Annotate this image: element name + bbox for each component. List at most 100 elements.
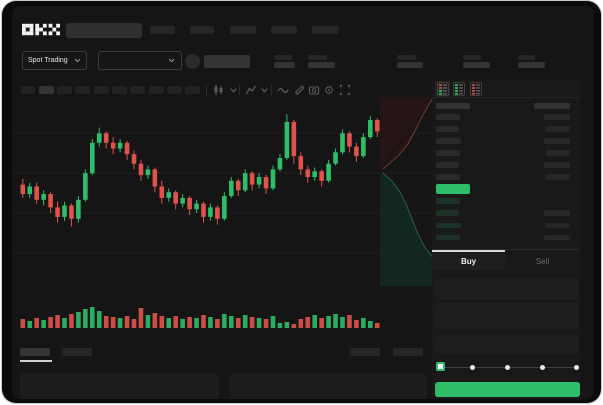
volume-bar xyxy=(249,317,255,328)
pair-avatar[interactable] xyxy=(185,54,200,69)
timeframe-button[interactable] xyxy=(21,86,35,94)
timeframe-button[interactable] xyxy=(94,86,109,94)
nav-item-placeholder[interactable] xyxy=(190,26,214,34)
candle-body xyxy=(76,199,81,219)
timeframe-button[interactable] xyxy=(167,86,182,94)
candle-body xyxy=(256,177,262,185)
volume-bar xyxy=(194,318,199,328)
bottom-tab-active[interactable] xyxy=(20,348,50,356)
bottom-tab-underline xyxy=(20,360,52,362)
ticker-stat-label xyxy=(308,55,327,60)
chevron-down-icon[interactable] xyxy=(229,83,238,97)
volume-bar xyxy=(62,318,67,328)
volume-bar xyxy=(27,321,33,328)
volume-bar xyxy=(201,315,206,328)
slider-step-dot[interactable] xyxy=(540,364,545,370)
settings-icon[interactable] xyxy=(323,83,335,97)
volume-bar xyxy=(20,319,26,328)
buy-submit-button[interactable] xyxy=(435,382,580,397)
book-combined-icon[interactable] xyxy=(436,82,449,96)
line-type-icon[interactable] xyxy=(277,83,289,97)
chevron-down-icon[interactable] xyxy=(260,83,269,97)
panel-divider xyxy=(432,97,580,98)
candle-body xyxy=(173,192,178,204)
timeframe-button[interactable] xyxy=(57,86,72,94)
amount-slider-handle[interactable] xyxy=(436,362,445,371)
volume-bar xyxy=(131,319,137,328)
bottom-link-placeholder[interactable] xyxy=(350,348,380,356)
candle-body xyxy=(131,154,137,164)
volume-bar xyxy=(374,323,380,328)
search-input[interactable] xyxy=(66,23,142,38)
ticker-stat-value xyxy=(397,62,423,68)
book-row-price xyxy=(436,210,459,216)
candles-icon[interactable] xyxy=(212,83,224,97)
nav-item-placeholder[interactable] xyxy=(271,26,297,34)
nav-item-placeholder[interactable] xyxy=(312,26,339,34)
book-asks-icon[interactable] xyxy=(469,82,482,96)
active-tab-indicator xyxy=(432,249,505,252)
bottom-link-placeholder[interactable] xyxy=(393,348,423,356)
last-price-bar xyxy=(436,184,470,194)
candle-body xyxy=(103,133,109,143)
bottom-tab[interactable] xyxy=(62,348,92,356)
volume-bar xyxy=(180,319,185,328)
timeframe-button[interactable] xyxy=(112,86,127,94)
camera-icon[interactable] xyxy=(308,83,320,97)
book-row-amount xyxy=(545,222,570,229)
timeframe-button[interactable] xyxy=(185,86,200,94)
volume-bar xyxy=(319,318,324,328)
tab-sell[interactable]: Sell xyxy=(535,257,550,266)
pair-selector-dropdown[interactable] xyxy=(98,51,182,70)
volume-bar xyxy=(110,317,116,328)
order-amount-input[interactable] xyxy=(435,303,579,330)
candle-body xyxy=(368,120,373,138)
candle-body xyxy=(319,171,324,181)
book-header-amount xyxy=(534,103,570,109)
book-row-price xyxy=(436,234,460,241)
candle-body xyxy=(110,142,116,149)
volume-bar xyxy=(340,317,345,328)
volume-bar xyxy=(354,320,359,328)
slider-step-dot[interactable] xyxy=(574,364,579,370)
candle-body xyxy=(222,196,227,219)
fullscreen-icon[interactable] xyxy=(339,83,351,97)
candle-body xyxy=(138,163,144,176)
toolbar-divider xyxy=(239,85,240,95)
nav-item-placeholder[interactable] xyxy=(230,26,256,34)
book-row-amount xyxy=(544,234,570,241)
ticker-stat-value xyxy=(308,62,335,68)
candle-body xyxy=(62,205,67,217)
book-row-price xyxy=(436,114,460,120)
slider-step-dot[interactable] xyxy=(505,364,510,370)
depth-bid-area xyxy=(380,173,434,286)
timeframe-button-active[interactable] xyxy=(39,86,54,94)
candle-body xyxy=(90,142,95,174)
depth-ask-area xyxy=(380,97,434,169)
volume-bar xyxy=(124,316,130,328)
toolbar-divider xyxy=(271,85,272,95)
volume-bar xyxy=(103,316,109,328)
volume-bar xyxy=(145,315,151,328)
volume-bar xyxy=(305,317,311,328)
candle-body xyxy=(291,121,297,157)
candlestick-chart[interactable] xyxy=(12,95,434,335)
volume-bar xyxy=(159,316,165,328)
book-bids-icon[interactable] xyxy=(453,82,465,96)
candle-body xyxy=(235,180,241,191)
candle-body xyxy=(312,171,317,177)
slider-step-dot[interactable] xyxy=(470,364,475,370)
timeframe-button[interactable] xyxy=(75,86,90,94)
draw-icon[interactable] xyxy=(293,83,305,97)
volume-bar xyxy=(263,319,269,328)
market-type-dropdown[interactable]: Spot Trading xyxy=(22,51,87,70)
order-price-input[interactable] xyxy=(435,278,579,299)
tab-buy[interactable]: Buy xyxy=(460,257,477,266)
indicator-icon[interactable] xyxy=(245,83,257,97)
timeframe-button[interactable] xyxy=(130,86,145,94)
nav-item-placeholder[interactable] xyxy=(150,26,175,34)
order-total-input[interactable] xyxy=(435,335,579,354)
candle-body xyxy=(333,152,338,164)
timeframe-button[interactable] xyxy=(149,86,164,94)
